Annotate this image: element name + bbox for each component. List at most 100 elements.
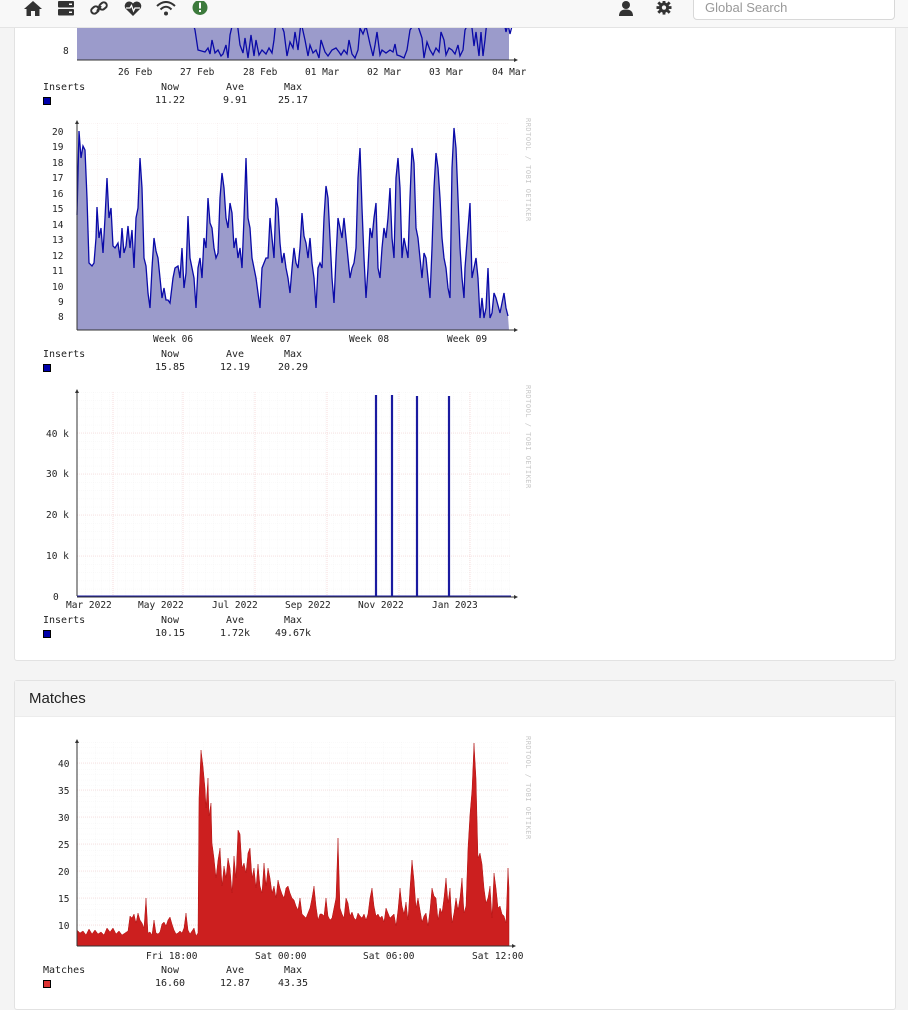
svg-text:Sep 2022: Sep 2022 [285, 600, 331, 611]
gear-icon[interactable] [653, 0, 675, 16]
svg-text:Jan 2023: Jan 2023 [432, 600, 478, 611]
svg-text:01 Mar: 01 Mar [305, 67, 340, 78]
inserts-weekly-graph: 8 9 10 11 12 13 14 15 16 17 18 19 20 Wee… [40, 118, 540, 348]
svg-text:Week 08: Week 08 [349, 334, 389, 345]
svg-text:20: 20 [52, 127, 64, 138]
legend-swatch [43, 97, 51, 105]
heartbeat-icon[interactable] [122, 0, 144, 16]
svg-text:20 k: 20 k [46, 510, 69, 521]
legend-max-label: Max [283, 965, 303, 976]
legend-swatch [43, 364, 51, 372]
svg-text:Sat 00:00: Sat 00:00 [255, 951, 307, 962]
legend-series-label: Inserts [43, 82, 86, 93]
legend-now-value: 16.60 [154, 978, 186, 989]
svg-text:Week 07: Week 07 [251, 334, 291, 345]
svg-text:10: 10 [52, 282, 64, 293]
legend-max-value: 20.29 [277, 362, 309, 373]
svg-text:Mar 2022: Mar 2022 [66, 600, 112, 611]
global-search-input[interactable] [693, 0, 895, 20]
legend-max-label: Max [283, 82, 303, 93]
svg-text:12: 12 [52, 251, 63, 262]
legend-now-label: Now [160, 349, 180, 360]
matches-legend: Matches Now Ave Max 16.60 12.87 43.35 [43, 965, 343, 991]
svg-text:Week 09: Week 09 [447, 334, 487, 345]
svg-text:May 2022: May 2022 [138, 600, 184, 611]
rrdtool-watermark: RRDTOOL / TOBI OETIKER [524, 736, 532, 840]
legend-ave-value: 12.19 [219, 362, 251, 373]
user-icon[interactable] [615, 0, 637, 16]
svg-text:20: 20 [58, 867, 70, 878]
svg-text:30 k: 30 k [46, 469, 69, 480]
legend-swatch [43, 980, 51, 988]
svg-text:04 Mar: 04 Mar [492, 67, 527, 78]
rrdtool-watermark: RRDTOOL / TOBI OETIKER [524, 385, 532, 489]
svg-text:26 Feb: 26 Feb [118, 67, 153, 78]
legend-series-label: Matches [43, 965, 86, 976]
legend-max-value: 43.35 [277, 978, 309, 989]
svg-text:8: 8 [58, 312, 64, 323]
svg-text:8: 8 [63, 46, 69, 57]
svg-text:0: 0 [53, 592, 59, 603]
legend-ave-value: 1.72k [219, 628, 251, 639]
inserts-yearly-graph: 0 10 k 20 k 30 k 40 k Mar 2022 May 2022 … [40, 385, 540, 615]
svg-text:9: 9 [58, 297, 64, 308]
svg-text:16: 16 [52, 189, 64, 200]
legend-ave-value: 12.87 [219, 978, 251, 989]
legend-now-value: 10.15 [154, 628, 186, 639]
svg-text:15: 15 [52, 204, 63, 215]
top-navbar [0, 0, 908, 28]
svg-text:10 k: 10 k [46, 551, 69, 562]
svg-text:10: 10 [58, 921, 70, 932]
inserts-weekly-legend: Inserts Now Ave Max 15.85 12.19 20.29 [43, 349, 343, 375]
inserts-yearly-legend: Inserts Now Ave Max 10.15 1.72k 49.67k [43, 615, 343, 641]
svg-text:28 Feb: 28 Feb [243, 67, 278, 78]
svg-text:19: 19 [52, 142, 64, 153]
svg-text:03 Mar: 03 Mar [429, 67, 464, 78]
svg-text:40 k: 40 k [46, 429, 69, 440]
svg-text:13: 13 [52, 235, 63, 246]
legend-max-label: Max [283, 349, 303, 360]
svg-text:Sat 06:00: Sat 06:00 [363, 951, 415, 962]
svg-text:14: 14 [52, 220, 64, 231]
legend-max-value: 25.17 [277, 95, 309, 106]
wifi-icon[interactable] [155, 0, 177, 16]
svg-text:Jul 2022: Jul 2022 [212, 600, 258, 611]
svg-text:30: 30 [58, 813, 70, 824]
svg-text:Fri 18:00: Fri 18:00 [146, 951, 198, 962]
svg-text:18: 18 [52, 158, 64, 169]
legend-ave-value: 9.91 [222, 95, 248, 106]
svg-text:15: 15 [58, 894, 69, 905]
svg-text:35: 35 [58, 786, 69, 797]
server-icon[interactable] [55, 0, 77, 16]
legend-max-value: 49.67k [274, 628, 312, 639]
svg-text:17: 17 [52, 173, 63, 184]
svg-text:25: 25 [58, 840, 69, 851]
svg-text:Week 06: Week 06 [153, 334, 193, 345]
legend-now-value: 15.85 [154, 362, 186, 373]
legend-now-label: Now [160, 82, 180, 93]
inserts-daily-graph: 10 8 26 Feb 27 Feb 28 Feb 01 Mar 02 Mar … [40, 20, 540, 82]
rrdtool-watermark: RRDTOOL / TOBI OETIKER [524, 118, 532, 222]
svg-text:40: 40 [58, 759, 70, 770]
legend-max-label: Max [283, 615, 303, 626]
legend-swatch [43, 630, 51, 638]
legend-ave-label: Ave [225, 965, 245, 976]
matches-graph: 10 15 20 25 30 35 40 Fri 18:00 Sat 00:00… [40, 738, 540, 964]
alert-icon[interactable] [189, 0, 211, 16]
home-icon[interactable] [22, 0, 44, 16]
legend-series-label: Inserts [43, 349, 86, 360]
legend-ave-label: Ave [225, 349, 245, 360]
legend-now-label: Now [160, 615, 180, 626]
svg-text:11: 11 [52, 266, 64, 277]
svg-text:02 Mar: 02 Mar [367, 67, 402, 78]
link-icon[interactable] [88, 0, 110, 16]
matches-panel-title: Matches [15, 681, 895, 717]
legend-ave-label: Ave [225, 82, 245, 93]
inserts-daily-legend: Inserts Now Ave Max 11.22 9.91 25.17 [43, 82, 343, 108]
svg-text:Sat 12:00: Sat 12:00 [472, 951, 524, 962]
svg-text:Nov 2022: Nov 2022 [358, 600, 404, 611]
legend-series-label: Inserts [43, 615, 86, 626]
legend-ave-label: Ave [225, 615, 245, 626]
svg-text:27 Feb: 27 Feb [180, 67, 215, 78]
legend-now-value: 11.22 [154, 95, 186, 106]
